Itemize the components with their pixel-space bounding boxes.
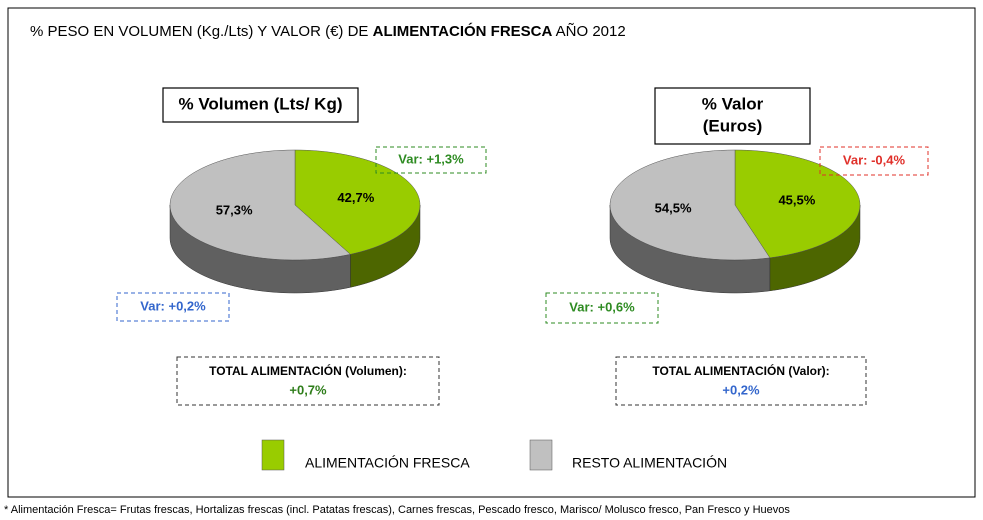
annotation: Var: -0,4%: [843, 152, 906, 167]
total-box: [176, 356, 440, 406]
chart-title: % Volumen (Lts/ Kg): [178, 94, 342, 113]
slice: [734, 149, 861, 259]
total-box: [615, 356, 867, 406]
annotation-box: [819, 146, 929, 176]
total-value: +0,7%: [289, 382, 327, 397]
slice: [169, 149, 351, 261]
annotation-box: [375, 146, 487, 174]
slice: [294, 149, 421, 255]
chart-title: (Euros): [703, 116, 763, 135]
slice: [609, 149, 771, 261]
chart-title-box: [162, 87, 359, 123]
value-label: 57,3%: [216, 203, 253, 218]
title-part: AÑO 2012: [552, 23, 625, 40]
legend-swatch: [261, 439, 285, 471]
legend-label: ALIMENTACIÓN FRESCA: [305, 455, 470, 471]
annotation: Var: +0,2%: [140, 298, 206, 313]
legend-swatch: [529, 439, 553, 471]
total-label: TOTAL ALIMENTACIÓN (Valor):: [652, 363, 829, 378]
annotation: Var: +0,6%: [569, 299, 635, 314]
frame: [7, 7, 976, 498]
title-part: % PESO EN VOLUMEN (Kg./Lts) Y VALOR (€) …: [30, 23, 373, 40]
value-label: 54,5%: [655, 200, 692, 215]
footnote: * Alimentación Fresca= Frutas frescas, H…: [4, 504, 790, 516]
chart-title-box: [654, 87, 811, 145]
page-title: % PESO EN VOLUMEN (Kg./Lts) Y VALOR (€) …: [30, 22, 626, 40]
annotation-box: [116, 292, 230, 322]
chart-title: % Valor: [702, 94, 764, 113]
annotation: Var: +1,3%: [398, 151, 464, 166]
value-label: 45,5%: [778, 193, 815, 208]
total-value: +0,2%: [722, 382, 760, 397]
title-part: ALIMENTACIÓN FRESCA: [373, 22, 553, 40]
total-label: TOTAL ALIMENTACIÓN (Volumen):: [209, 363, 407, 378]
value-label: 42,7%: [337, 190, 374, 205]
legend-label: RESTO ALIMENTACIÓN: [572, 455, 727, 471]
annotation-box: [545, 292, 659, 324]
